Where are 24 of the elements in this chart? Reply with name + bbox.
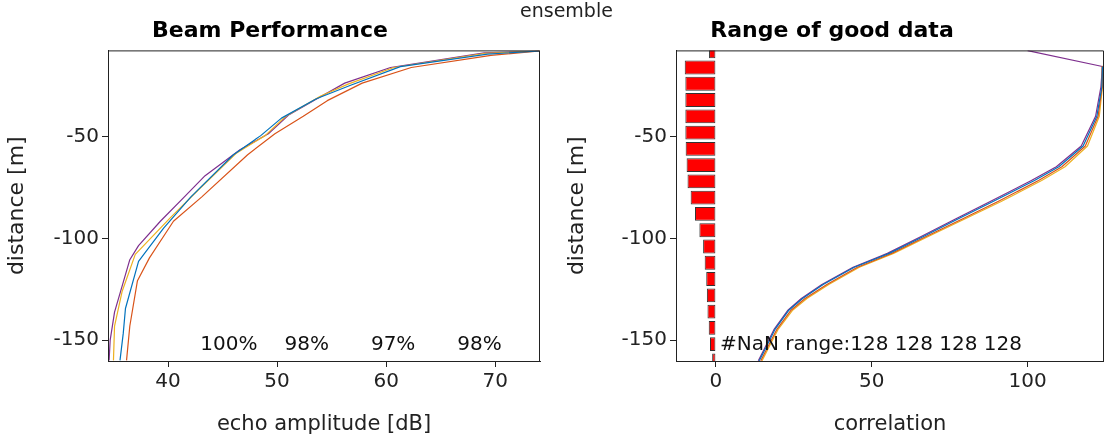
chart-title: Range of good data: [710, 16, 954, 42]
text: ensemble: [520, 0, 613, 21]
y-tick-label: -100: [53, 224, 99, 249]
x-tick-label: 70: [482, 368, 508, 393]
annotation: 98%: [284, 331, 329, 356]
x-tick-label: 100: [1008, 368, 1047, 393]
x-tick-label: 50: [859, 368, 885, 393]
y-tick-label: -100: [621, 224, 667, 249]
y-tick-label: -150: [53, 326, 99, 351]
y-axis-title: distance [m]: [562, 136, 588, 276]
x-tick-label: 60: [373, 368, 399, 393]
x-tick-label: 0: [709, 368, 723, 393]
y-tick-label: -50: [634, 122, 667, 147]
x-axis-title: correlation: [833, 410, 947, 435]
chart-title: Beam Performance: [152, 16, 388, 42]
annotation: 97%: [370, 331, 416, 356]
annotation: 100%: [200, 331, 258, 356]
annotation: 98%: [457, 331, 502, 356]
y-axis-title: distance [m]: [2, 136, 28, 276]
y-tick-label: -150: [621, 326, 667, 351]
x-tick-label: 40: [155, 368, 181, 393]
x-tick-label: 50: [264, 368, 290, 393]
y-tick-label: -50: [66, 122, 99, 147]
x-axis-title: echo amplitude [dB]: [216, 410, 432, 435]
